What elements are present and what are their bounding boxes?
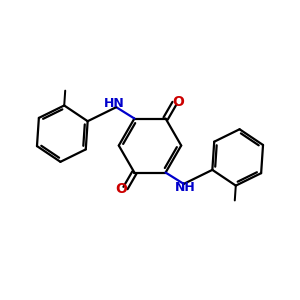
Text: HN: HN [104,97,125,110]
Text: O: O [116,182,127,196]
Text: NH: NH [175,181,196,194]
Text: O: O [173,95,184,109]
